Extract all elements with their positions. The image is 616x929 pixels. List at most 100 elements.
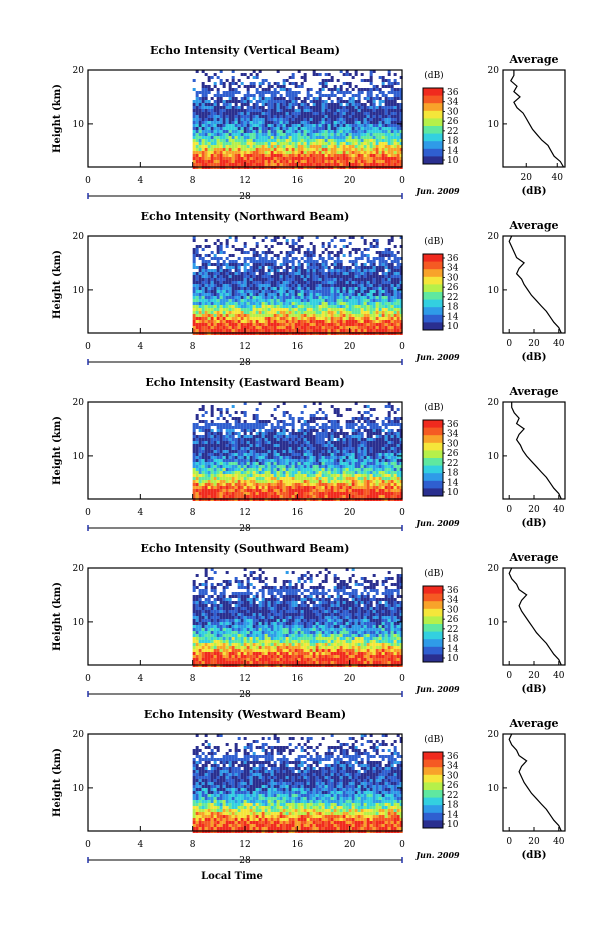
- heatmap-cell: [309, 435, 313, 438]
- heatmap-cell: [264, 435, 268, 438]
- heatmap-cell: [333, 290, 337, 293]
- heatmap-cell: [213, 323, 217, 326]
- heatmap-cell: [390, 154, 394, 157]
- heatmap-cell: [348, 115, 352, 118]
- heatmap-cell: [288, 145, 292, 148]
- heatmap-cell: [246, 453, 250, 456]
- heatmap-cell: [276, 281, 280, 284]
- heatmap-cell: [228, 85, 232, 88]
- heatmap-cell: [363, 121, 367, 124]
- heatmap-cell: [333, 408, 337, 411]
- heatmap-cell: [198, 459, 202, 462]
- heatmap-cell: [342, 326, 346, 329]
- heatmap-cell: [261, 293, 265, 296]
- heatmap-cell: [330, 284, 334, 287]
- heatmap-cell: [393, 453, 397, 456]
- heatmap-cell: [207, 284, 211, 287]
- heatmap-cell: [315, 462, 319, 465]
- heatmap: [192, 402, 403, 501]
- heatmap-cell: [345, 272, 349, 275]
- heatmap-cell: [213, 73, 217, 76]
- heatmap-cell: [267, 281, 271, 284]
- heatmap-cell: [216, 142, 220, 145]
- heatmap-cell: [336, 154, 340, 157]
- heatmap-cell: [357, 163, 361, 166]
- heatmap-cell: [210, 453, 214, 456]
- heatmap-cell: [372, 257, 376, 260]
- heatmap-cell: [192, 456, 196, 459]
- heatmap-cell: [321, 106, 325, 109]
- heatmap-cell: [294, 450, 298, 453]
- heatmap-cell: [294, 287, 298, 290]
- heatmap-cell: [291, 329, 295, 332]
- heatmap-cell: [393, 103, 397, 106]
- heatmap-cell: [195, 127, 199, 130]
- heatmap-cell: [225, 118, 229, 121]
- heatmap-cell: [363, 160, 367, 163]
- heatmap-cell: [267, 145, 271, 148]
- heatmap-cell: [285, 103, 289, 106]
- heatmap-cell: [195, 329, 199, 332]
- heatmap-cell: [345, 287, 349, 290]
- heatmap-cell: [222, 462, 226, 465]
- heatmap-cell: [222, 320, 226, 323]
- heatmap-cell: [327, 329, 331, 332]
- heatmap-cell: [285, 453, 289, 456]
- heatmap-cell: [216, 151, 220, 154]
- heatmap-cell: [324, 263, 328, 266]
- heatmap-cell: [363, 148, 367, 151]
- heatmap-cell: [249, 435, 253, 438]
- heatmap-cell: [198, 145, 202, 148]
- heatmap-cell: [297, 260, 301, 263]
- heatmap-cell: [381, 251, 385, 254]
- heatmap-cell: [363, 106, 367, 109]
- heatmap-cell: [204, 314, 208, 317]
- heatmap-cell: [225, 245, 229, 248]
- heatmap-cell: [288, 163, 292, 166]
- heatmap-cell: [228, 154, 232, 157]
- heatmap-cell: [369, 70, 373, 73]
- heatmap-cell: [273, 109, 277, 112]
- heatmap-cell: [213, 154, 217, 157]
- heatmap-cell: [339, 272, 343, 275]
- heatmap-cell: [192, 100, 196, 103]
- heatmap-cell: [336, 103, 340, 106]
- heatmap-cell: [336, 124, 340, 127]
- heatmap-cell: [225, 272, 229, 275]
- heatmap-cell: [192, 254, 196, 257]
- heatmap-cell: [267, 438, 271, 441]
- heatmap-cell: [354, 302, 358, 305]
- heatmap-cell: [300, 275, 304, 278]
- heatmap-cell: [342, 115, 346, 118]
- heatmap-cell: [210, 142, 214, 145]
- heatmap-cell: [330, 311, 334, 314]
- heatmap-cell: [342, 239, 346, 242]
- heatmap-cell: [294, 272, 298, 275]
- heatmap-cell: [243, 260, 247, 263]
- heatmap-cell: [297, 302, 301, 305]
- heatmap-cell: [396, 299, 400, 302]
- heatmap-cell: [192, 287, 196, 290]
- heatmap-cell: [336, 408, 340, 411]
- heatmap-cell: [294, 94, 298, 97]
- heatmap-cell: [300, 426, 304, 429]
- heatmap-cell: [390, 97, 394, 100]
- heatmap-cell: [297, 97, 301, 100]
- heatmap-cell: [369, 320, 373, 323]
- heatmap-cell: [297, 115, 301, 118]
- heatmap-cell: [240, 299, 244, 302]
- heatmap-cell: [321, 88, 325, 91]
- heatmap-cell: [258, 402, 262, 405]
- heatmap-cell: [324, 124, 328, 127]
- heatmap-cell: [309, 263, 313, 266]
- heatmap-cell: [261, 269, 265, 272]
- heatmap-cell: [390, 145, 394, 148]
- heatmap-cell: [330, 139, 334, 142]
- heatmap-cell: [222, 326, 226, 329]
- heatmap-cell: [231, 106, 235, 109]
- heatmap-cell: [378, 269, 382, 272]
- heatmap-cell: [279, 444, 283, 447]
- heatmap-cell: [216, 139, 220, 142]
- heatmap-cell: [354, 106, 358, 109]
- colorbar-swatch: [423, 269, 443, 278]
